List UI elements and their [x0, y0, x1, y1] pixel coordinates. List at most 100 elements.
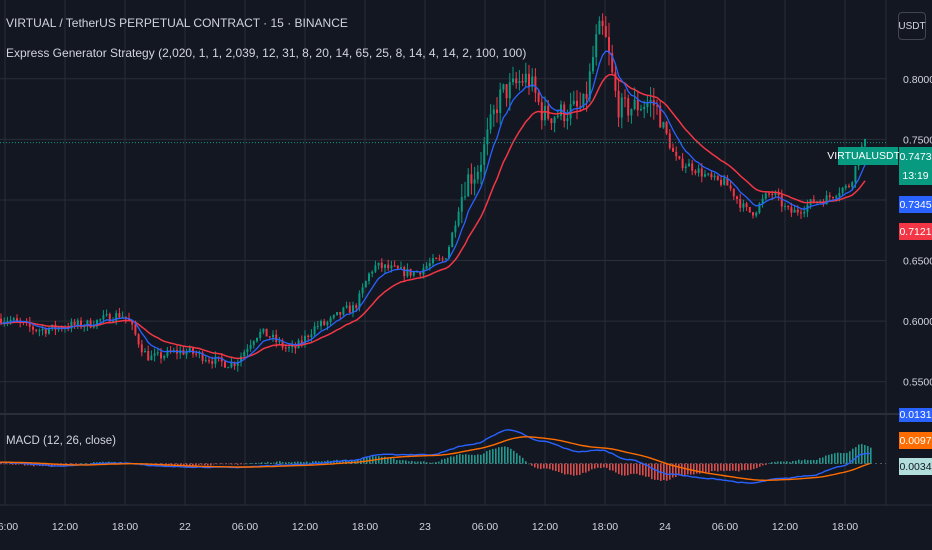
up-candle-body [240, 356, 242, 363]
up-candle-body [620, 97, 623, 118]
macd-histogram-bar [846, 452, 848, 464]
macd-histogram-bar [186, 463, 188, 466]
up-candle-body [502, 84, 505, 90]
macd-histogram-bar [198, 463, 200, 465]
down-candle-body [147, 350, 150, 361]
up-candle-body [697, 168, 700, 173]
symbol-title: VIRTUAL / TetherUS PERPETUAL CONTRACT · … [6, 16, 348, 30]
up-candle-body [316, 326, 319, 328]
macd-histogram-bar [477, 454, 479, 464]
down-candle-body [796, 209, 799, 213]
down-candle-body [576, 100, 578, 107]
down-candle-body [681, 158, 684, 169]
down-candle-body [339, 312, 342, 315]
macd-histogram-bar [792, 460, 794, 464]
up-candle-body [326, 322, 329, 325]
down-candle-body [393, 265, 396, 267]
time-tick-label: 12:00 [52, 521, 78, 533]
macd-histogram-bar [786, 461, 788, 464]
time-tick-label: 12:00 [532, 521, 558, 533]
down-candle-body [505, 84, 508, 99]
macd-histogram-bar [318, 461, 320, 464]
macd-histogram-bar [291, 462, 293, 464]
macd-histogram-bar [294, 461, 296, 464]
macd-histogram-bar [723, 463, 725, 472]
macd-histogram-bar [24, 463, 26, 466]
up-candle-body [707, 173, 710, 175]
down-candle-body [380, 262, 383, 268]
macd-histogram-bar [633, 463, 635, 474]
up-candle-body [492, 109, 495, 115]
macd-histogram-bar [771, 462, 773, 464]
up-candle-body [598, 20, 601, 35]
down-candle-body [787, 206, 790, 208]
macd-histogram-bar [555, 463, 557, 472]
down-candle-body [668, 133, 671, 149]
macd-histogram-bar [573, 463, 575, 476]
macd-histogram-bar [417, 461, 419, 464]
up-candle-body [473, 179, 476, 184]
macd-histogram-bar [480, 454, 482, 464]
macd-histogram-bar [765, 463, 767, 465]
up-candle-body [499, 89, 502, 113]
macd-histogram-bar [465, 454, 467, 464]
up-candle-body [428, 263, 431, 267]
up-candle-body [460, 197, 463, 212]
down-candle-body [528, 73, 530, 87]
macd-histogram-bar [420, 461, 422, 464]
down-candle-body [201, 352, 204, 361]
up-candle-body [662, 122, 665, 128]
macd-histogram-bar [12, 463, 14, 465]
macd-histogram-bar [87, 463, 89, 465]
macd-histogram-bar [441, 459, 443, 464]
macd-histogram-bar [840, 453, 842, 464]
macd-histogram-bar [462, 454, 464, 464]
currency-button[interactable]: USDT [898, 12, 926, 40]
macd-histogram-bar [78, 463, 80, 465]
up-candle-body [489, 114, 492, 130]
up-candle-body [230, 362, 233, 368]
macd-histogram-bar [216, 463, 218, 465]
time-tick-label: 06:00 [0, 521, 18, 533]
down-candle-body [732, 188, 735, 197]
macd-histogram-bar [339, 460, 341, 464]
down-candle-body [134, 324, 137, 335]
macd-histogram-bar [819, 457, 821, 464]
macd-histogram-bar [741, 463, 743, 471]
down-candle-body [601, 20, 604, 27]
down-candle-body [672, 148, 674, 152]
down-candle-body [691, 163, 694, 171]
up-candle-body [761, 198, 764, 204]
down-candle-body [108, 313, 111, 322]
up-candle-body [198, 352, 201, 354]
macd-histogram-bar [258, 462, 260, 464]
macd-histogram-bar [402, 460, 404, 464]
down-candle-body [540, 102, 543, 121]
up-candle-body [518, 80, 521, 84]
macd-histogram-bar [636, 463, 638, 474]
macd-histogram-bar [222, 463, 224, 465]
macd-histogram-bar [561, 463, 563, 474]
up-candle-body [742, 203, 745, 208]
macd-histogram-bar [753, 463, 755, 470]
macd-histogram-bar [18, 463, 20, 465]
macd-histogram-bar [6, 463, 8, 465]
macd-histogram-bar [195, 463, 197, 466]
down-candle-body [716, 175, 719, 180]
macd-histogram-bar [501, 446, 503, 464]
macd-histogram-bar [492, 448, 494, 464]
down-candle-body [627, 98, 630, 116]
signal-line [0, 436, 871, 481]
up-candle-body [278, 340, 281, 342]
up-candle-body [851, 182, 854, 187]
macd-histogram-bar [828, 454, 830, 464]
up-candle-body [572, 100, 575, 105]
macd-histogram-bar [189, 463, 191, 466]
macd-histogram-bar [183, 463, 185, 466]
up-candle-body [838, 192, 841, 197]
up-candle-body [512, 78, 514, 83]
macd-histogram-bar [528, 463, 530, 465]
price-tick-label: 0.7500 [903, 134, 932, 146]
